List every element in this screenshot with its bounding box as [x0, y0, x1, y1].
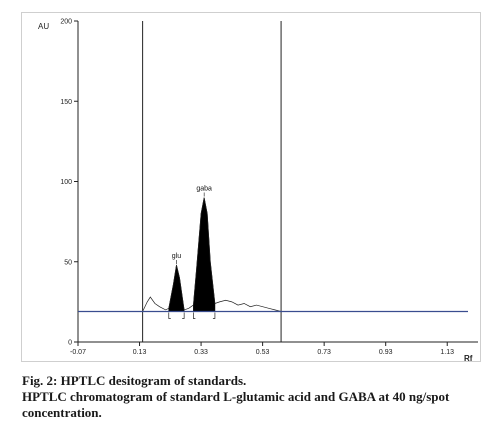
figure-caption: Fig. 2: HPTLC desitogram of standards. H…	[22, 373, 492, 421]
integration-bracket	[168, 312, 171, 319]
chart-frame: 0 50 100 150 200 AU -0.07 0.13 0.33 0.53 0.73 0.93 1…	[21, 12, 481, 363]
x-tick-label: 0.53	[256, 349, 270, 356]
x-tick-label: 1.13	[440, 349, 454, 356]
peak-label-glu: glu	[172, 253, 181, 260]
x-tick-label: 0.13	[133, 349, 147, 356]
y-tick-label: 150	[60, 99, 72, 106]
y-axis-title: AU	[38, 22, 49, 31]
chart-svg: 0 50 100 150 200 AU -0.07 0.13 0.33 0.53 0.73 0.93 1…	[38, 19, 478, 363]
y-tick-label: 100	[60, 179, 72, 186]
x-tick-label: -0.07	[70, 349, 86, 356]
peak-area-gaba	[193, 197, 216, 312]
x-axis-title: Rf	[464, 354, 473, 363]
y-tick-label: 50	[64, 259, 72, 266]
chromatogram-trace	[142, 197, 282, 312]
x-tick-label: 0.73	[317, 349, 331, 356]
integration-bracket	[193, 312, 196, 319]
y-tick-label: 0	[68, 340, 72, 347]
integration-bracket	[212, 312, 216, 319]
y-tick-label: 200	[60, 19, 72, 26]
peak-area-glu	[168, 264, 185, 312]
integration-bracket	[182, 312, 185, 319]
caption-line-1: Fig. 2: HPTLC desitogram of standards.	[22, 373, 247, 388]
peak-label-gaba: gaba	[196, 186, 212, 193]
x-tick-label: 0.93	[379, 349, 393, 356]
caption-line-2: HPTLC chromatogram of standard L-glutami…	[22, 389, 450, 420]
x-tick-label: 0.33	[194, 349, 208, 356]
